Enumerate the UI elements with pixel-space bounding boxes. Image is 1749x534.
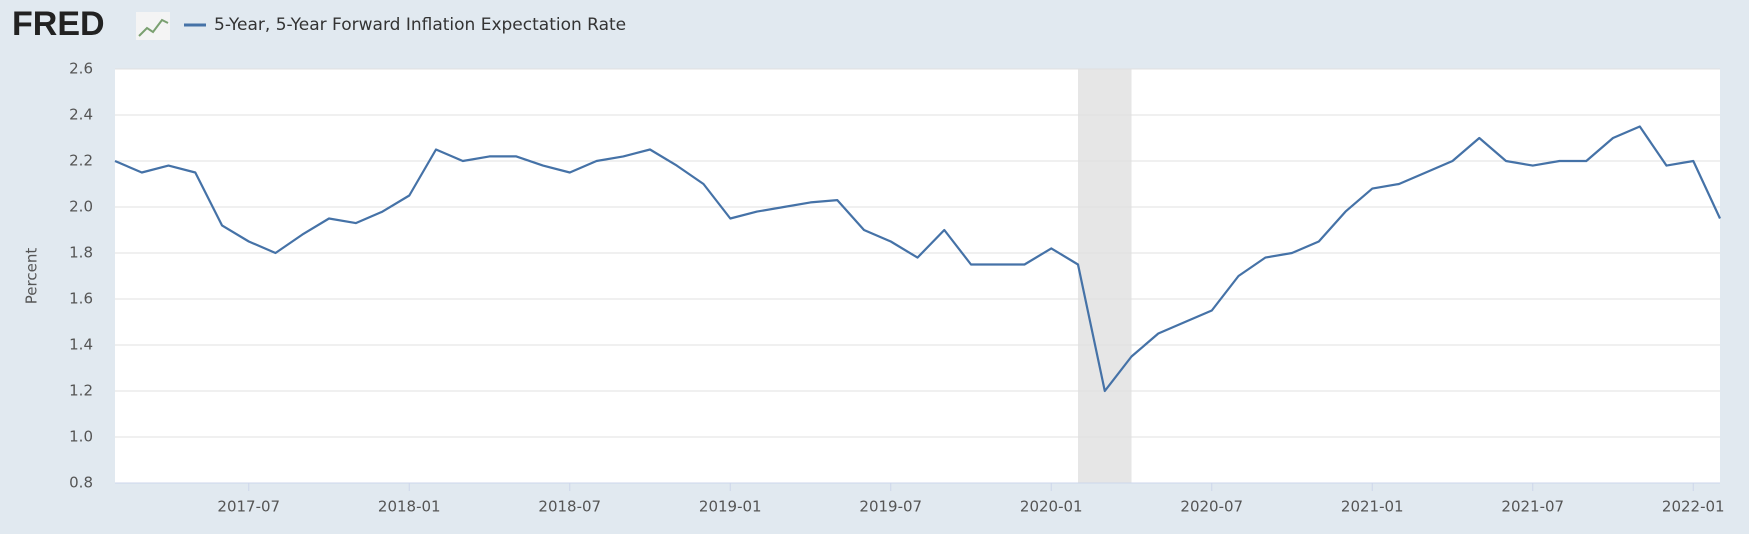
x-tick-label: 2019-01	[699, 498, 762, 516]
x-tick-label: 2020-07	[1180, 498, 1243, 516]
y-tick-label: 0.8	[69, 474, 93, 492]
y-tick-label: 1.6	[69, 290, 93, 308]
x-tick-label: 2022-01	[1662, 498, 1725, 516]
y-tick-label: 1.0	[69, 428, 93, 446]
y-tick-label: 1.2	[69, 382, 93, 400]
y-tick-label: 1.8	[69, 244, 93, 262]
y-tick-label: 2.0	[69, 198, 93, 216]
logo: FRED	[12, 5, 105, 43]
x-tick-label: 2018-01	[378, 498, 441, 516]
x-tick-label: 2018-07	[538, 498, 601, 516]
logo-icon	[136, 12, 170, 40]
x-tick-label: 2017-07	[217, 498, 280, 516]
x-tick-label: 2021-07	[1501, 498, 1564, 516]
x-tick-label: 2020-01	[1020, 498, 1083, 516]
y-tick-label: 2.4	[69, 106, 93, 124]
data-line	[114, 125, 1721, 393]
y-axis-label: Percent	[23, 248, 41, 305]
y-tick-label: 2.6	[69, 60, 93, 78]
x-tick-label: 2019-07	[859, 498, 922, 516]
x-tick-label: 2021-01	[1341, 498, 1404, 516]
y-tick-label: 1.4	[69, 336, 93, 354]
legend-label: 5-Year, 5-Year Forward Inflation Expecta…	[214, 15, 626, 35]
recession-shade	[1078, 69, 1132, 483]
plot-area	[115, 69, 1720, 483]
y-tick-label: 2.2	[69, 152, 93, 170]
